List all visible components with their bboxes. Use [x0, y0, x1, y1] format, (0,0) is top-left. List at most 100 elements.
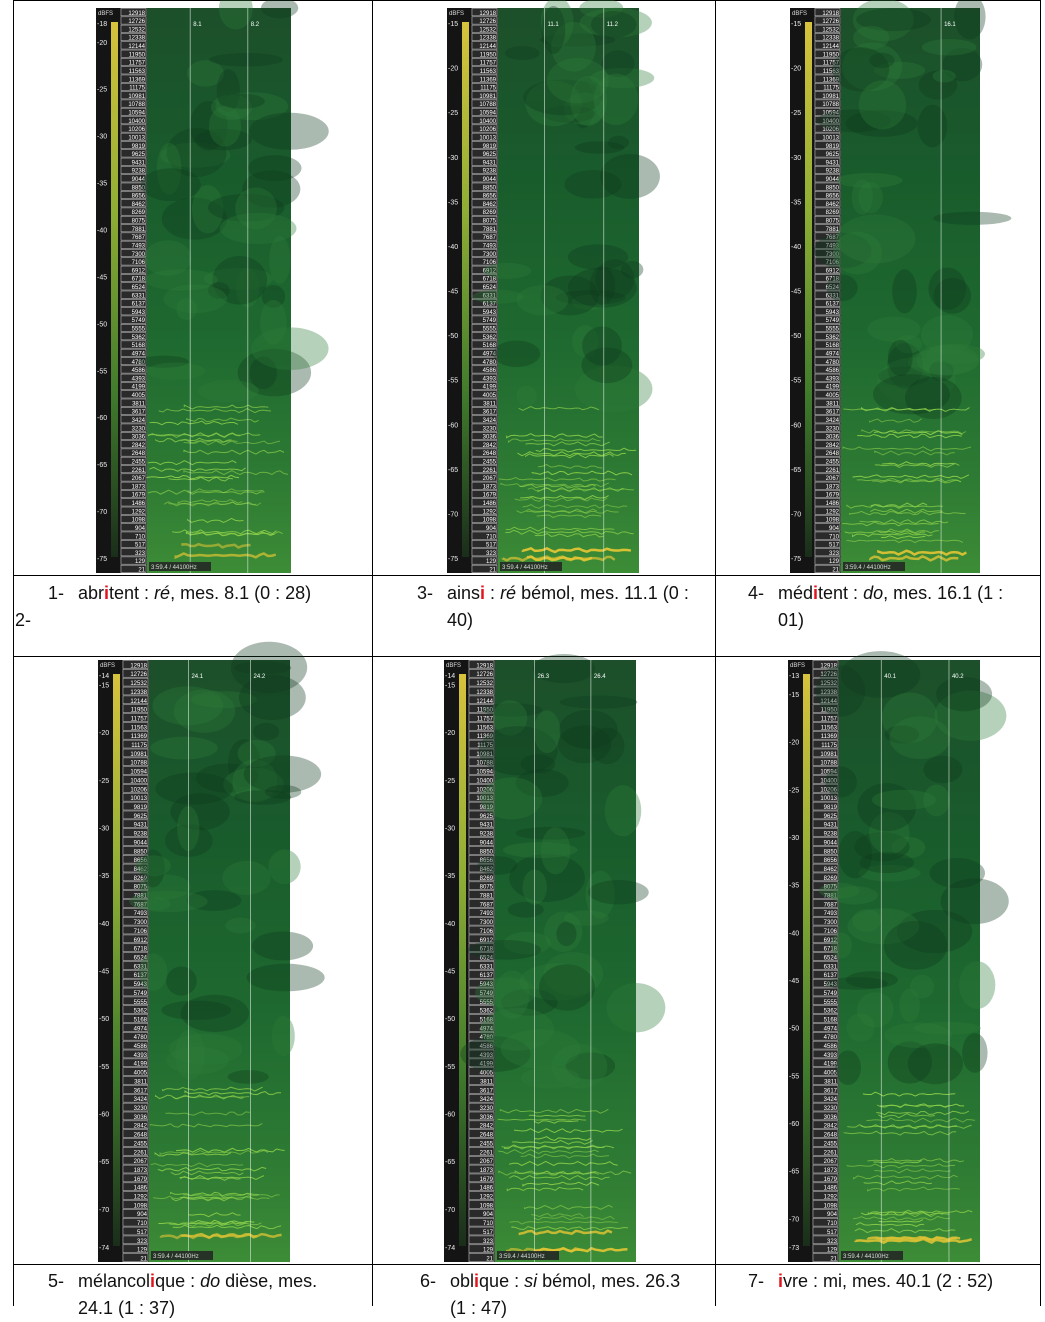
texture: [933, 212, 1011, 225]
db-label: -70: [445, 1207, 455, 1214]
texture: [833, 232, 882, 275]
frequency-label: 6912: [132, 268, 146, 274]
frequency-label: 4393: [826, 376, 840, 382]
frequency-label: 9431: [134, 823, 148, 829]
texture: [129, 891, 208, 912]
texture: [268, 850, 300, 884]
texture: [198, 380, 259, 403]
texture: [889, 716, 950, 759]
frequency-label: 710: [829, 534, 840, 540]
frequency-label: 11563: [477, 725, 494, 731]
frequency-label: 10594: [128, 111, 145, 117]
texture: [923, 785, 950, 817]
texture: [141, 168, 201, 201]
frequency-label: 10206: [128, 127, 145, 133]
db-label: -35: [99, 873, 109, 880]
frequency-label: 9238: [824, 832, 838, 838]
caption-text: ains: [447, 583, 480, 603]
frequency-label: 6331: [824, 964, 838, 970]
db-label: -40: [448, 244, 458, 251]
frequency-label: 2842: [132, 443, 146, 449]
texture: [853, 26, 889, 49]
caption-text: tent :: [818, 583, 863, 603]
frequency-label: 323: [135, 551, 146, 557]
frequency-label: 10981: [130, 752, 147, 758]
frequency-label: 8075: [480, 885, 494, 891]
db-label: -65: [99, 1159, 109, 1166]
frequency-label: 7493: [480, 911, 494, 917]
frequency-label: 129: [829, 559, 840, 565]
texture: [962, 1033, 987, 1073]
frequency-label: 129: [135, 559, 146, 565]
texture: [835, 1050, 861, 1085]
frequency-label: 904: [483, 1212, 494, 1218]
frequency-label: 7687: [480, 902, 494, 908]
frequency-label: 904: [827, 1212, 838, 1218]
texture: [269, 236, 290, 284]
texture: [929, 267, 967, 309]
db-label: -65: [445, 1159, 455, 1166]
frequency-label: 8075: [483, 219, 497, 225]
texture: [542, 6, 566, 54]
frequency-label: 9238: [826, 169, 840, 175]
frequency-label: 4974: [132, 351, 146, 357]
frequency-label: 904: [137, 1212, 148, 1218]
db-label: -30: [448, 155, 458, 162]
frequency-label: 2648: [132, 451, 146, 457]
frequency-label: 4780: [826, 360, 840, 366]
texture: [225, 918, 255, 934]
marker-label: 26.3: [537, 674, 549, 680]
color-bar: [462, 22, 469, 557]
caption-text: abr: [78, 583, 104, 603]
frequency-label: 7106: [824, 929, 838, 935]
marker-label: 11.1: [548, 22, 560, 28]
texture: [272, 1016, 295, 1056]
caption-text: , mes. 8.1 (0 : 28): [170, 583, 311, 603]
frequency-label: 2842: [483, 443, 497, 449]
texture: [521, 754, 556, 773]
frequency-label: 129: [486, 559, 497, 565]
frequency-label: 2648: [480, 1133, 494, 1139]
frequency-label: 21: [138, 568, 145, 574]
frequency-label: 12918: [479, 11, 496, 17]
frequency-label: 3811: [480, 1079, 494, 1085]
frequency-label: 7881: [826, 227, 840, 233]
frequency-label: 1873: [826, 484, 840, 490]
texture: [869, 53, 894, 68]
frequency-label: 9819: [824, 805, 838, 811]
texture: [582, 347, 633, 383]
frequency-label: 8850: [480, 849, 494, 855]
texture: [222, 861, 270, 895]
db-label: -50: [445, 1016, 455, 1023]
spectrogram: dBFS-13-15-20-25-30-35-40-45-50-55-60-65…: [788, 651, 1009, 1262]
texture: [605, 785, 642, 836]
db-label: -50: [97, 321, 107, 328]
db-label: -55: [99, 1064, 109, 1071]
frequency-label: 2261: [132, 468, 146, 474]
db-label: -20: [789, 740, 799, 747]
db-label: -74: [445, 1245, 455, 1252]
frequency-label: 6331: [132, 293, 146, 299]
frequency-label: 2261: [826, 468, 840, 474]
texture: [248, 155, 302, 181]
harmonic: [535, 1248, 627, 1251]
frequency-label: 10206: [479, 127, 496, 133]
caption-text: :: [485, 583, 500, 603]
db-label: -40: [789, 930, 799, 937]
frequency-label: 9625: [824, 814, 838, 820]
frequency-label: 2455: [134, 1141, 148, 1147]
frequency-label: 12338: [128, 36, 145, 42]
frequency-label: 3230: [483, 426, 497, 432]
frequency-label: 8462: [824, 867, 838, 873]
db-label: -14: [445, 673, 455, 680]
frequency-label: 5555: [824, 1000, 838, 1006]
frequency-label: 8269: [824, 876, 838, 882]
frequency-label: 3811: [824, 1079, 838, 1085]
caption-text: obl: [450, 1271, 474, 1291]
db-label: -18: [97, 21, 107, 28]
frequency-label: 8656: [483, 194, 497, 200]
frequency-label: 1486: [826, 501, 840, 507]
status-text: 3:59.4 / 44100Hz: [151, 565, 197, 571]
db-label: -25: [445, 778, 455, 785]
frequency-label: 4974: [134, 1026, 148, 1032]
